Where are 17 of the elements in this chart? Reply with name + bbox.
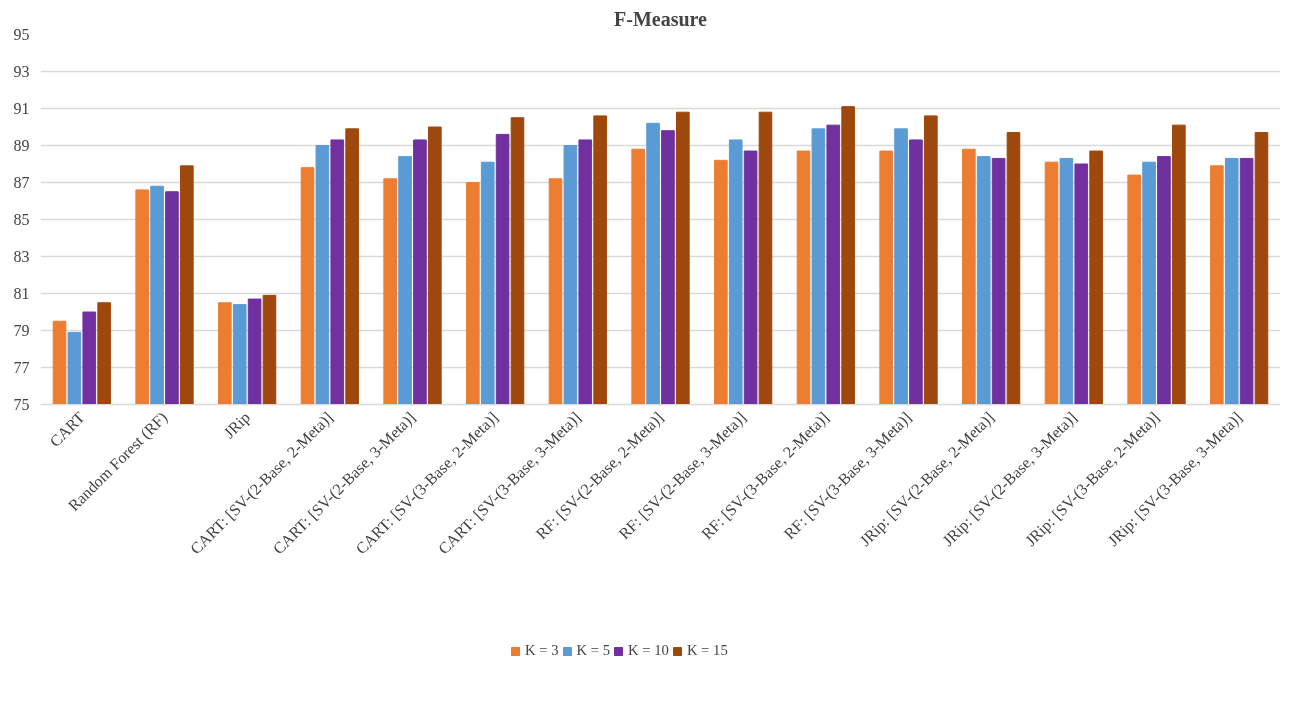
legend-label: K = 15 bbox=[686, 642, 728, 659]
y-tick-label: 87 bbox=[13, 174, 30, 191]
y-tick-label: 93 bbox=[13, 63, 30, 80]
y-tick-label: 77 bbox=[13, 359, 30, 376]
x-tick-label: JRip bbox=[220, 408, 254, 442]
y-tick-label: 91 bbox=[13, 100, 30, 117]
y-tick-label: 95 bbox=[13, 26, 30, 43]
y-tick-label: 81 bbox=[13, 285, 30, 302]
y-tick-label: 85 bbox=[13, 211, 30, 228]
legend-label: K = 5 bbox=[576, 642, 611, 659]
chart-title: F-Measure bbox=[614, 7, 708, 30]
legend-label: K = 10 bbox=[628, 642, 669, 659]
y-tick-label: 75 bbox=[13, 396, 30, 413]
y-tick-label: 83 bbox=[13, 248, 30, 265]
y-tick-label: 89 bbox=[13, 137, 30, 154]
y-tick-label: 79 bbox=[13, 322, 30, 339]
legend-label: K = 3 bbox=[525, 642, 559, 659]
